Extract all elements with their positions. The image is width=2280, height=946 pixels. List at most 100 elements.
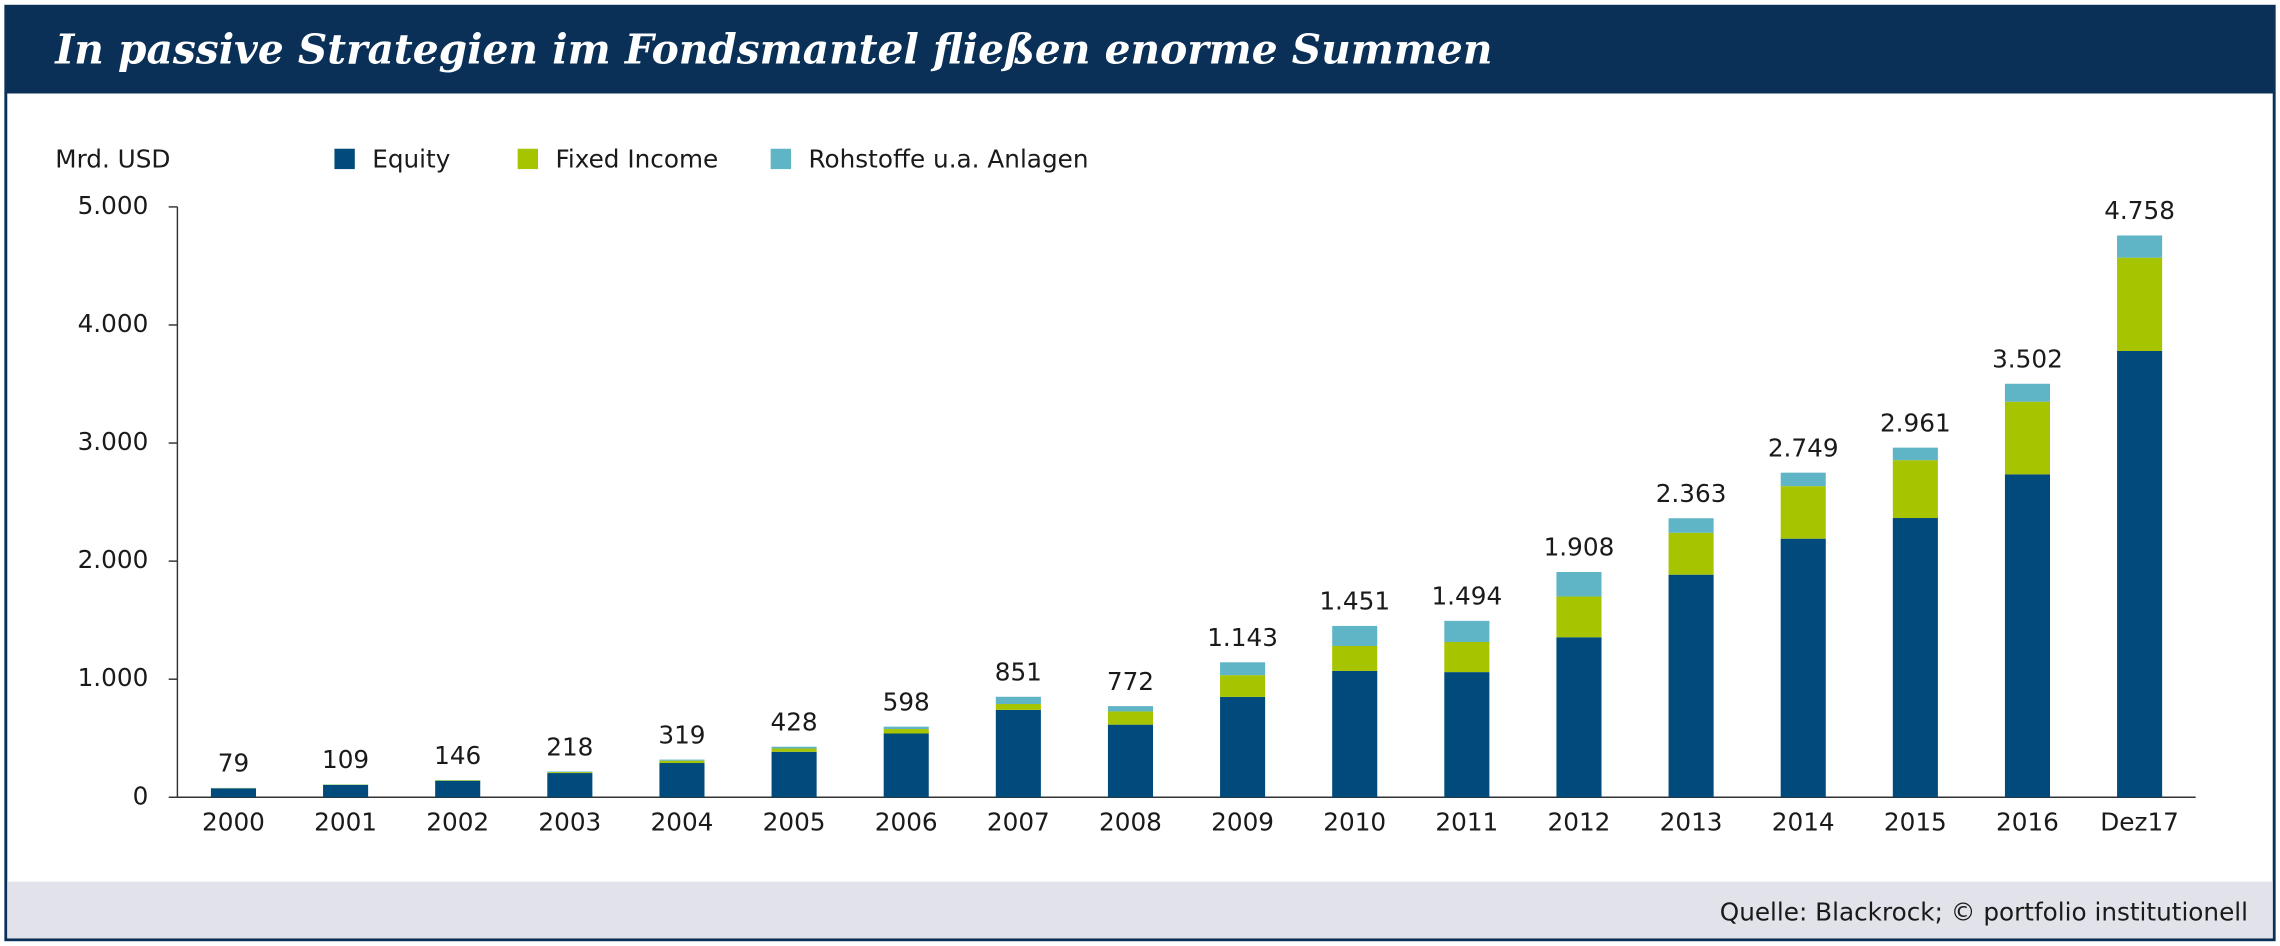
bar-segment	[1220, 662, 1266, 676]
bar-segment	[1107, 724, 1154, 798]
x-tick-label: 2003	[538, 807, 601, 836]
y-tick-label: 2.000	[78, 545, 149, 574]
bar-segment	[1892, 460, 1938, 519]
bar-segment	[1444, 672, 1490, 798]
bar-segment	[323, 784, 369, 798]
bar-segment	[883, 729, 929, 734]
bar-segment	[1332, 625, 1378, 647]
bar-segment	[659, 759, 705, 761]
bar-segment	[210, 788, 256, 798]
x-tick-label: 2006	[875, 807, 938, 836]
bar-segment	[771, 748, 817, 752]
bar-segment	[2117, 235, 2163, 258]
x-tick-label: 2013	[1660, 807, 1723, 836]
bar-segment	[1780, 472, 1826, 487]
y-tick-label: 5.000	[78, 191, 149, 220]
legend-label: Rohstoffe u.a. Anlagen	[808, 144, 1088, 173]
total-label: 1.494	[1431, 582, 1502, 611]
total-label: 598	[883, 687, 930, 716]
bar-segment	[1332, 646, 1378, 671]
x-tick-label: 2011	[1435, 807, 1498, 836]
bar-segment	[1556, 637, 1602, 798]
total-label: 109	[322, 745, 369, 774]
legend-label: Fixed Income	[555, 144, 718, 173]
header-band	[5, 6, 2275, 94]
y-tick-label: 3.000	[78, 427, 149, 456]
bar-segment	[547, 772, 593, 774]
chart-title: In passive Strategien im Fondsmantel fli…	[54, 25, 1492, 73]
x-tick-label: 2007	[987, 807, 1050, 836]
bar-segment	[1668, 574, 1714, 798]
bar-segment	[435, 780, 481, 798]
bar-segment	[883, 726, 929, 730]
total-label: 146	[434, 741, 481, 770]
legend-label: Equity	[372, 144, 450, 173]
bar-segment	[883, 733, 929, 798]
total-label: 851	[995, 658, 1042, 687]
x-tick-label: 2014	[1772, 807, 1835, 836]
y-tick-label: 0	[133, 781, 149, 810]
bar-segment	[659, 763, 705, 798]
bar-segment	[995, 703, 1041, 710]
bar-segment	[1220, 675, 1266, 697]
x-tick-label: 2016	[1996, 807, 2059, 836]
bar-segment	[659, 760, 705, 764]
x-tick-label: 2004	[651, 807, 714, 836]
total-label: 772	[1107, 667, 1154, 696]
bar-segment	[435, 780, 481, 781]
source: Quelle: Blackrock; © portfolio instituti…	[1720, 898, 2248, 927]
x-tick-label: 2010	[1323, 807, 1386, 836]
bar-segment	[1780, 538, 1826, 798]
total-label: 2.749	[1768, 433, 1839, 462]
total-label: 4.758	[2104, 196, 2175, 225]
legend-swatch	[334, 148, 355, 170]
legend-swatch	[770, 148, 792, 170]
bar-segment	[1332, 670, 1378, 798]
bar-segment	[1107, 706, 1154, 712]
bar-segment	[547, 773, 593, 798]
bar-segment	[547, 771, 593, 773]
total-label: 2.363	[1656, 479, 1727, 508]
bar-segment	[1780, 486, 1826, 539]
total-label: 1.451	[1319, 587, 1390, 616]
x-tick-label: 2000	[202, 807, 265, 836]
bar-segment	[1892, 518, 1938, 798]
total-label: 2.961	[1880, 408, 1951, 437]
bar-segment	[1444, 620, 1490, 642]
bar-segment	[995, 696, 1041, 704]
x-tick-label: 2012	[1548, 807, 1611, 836]
bar-segment	[1444, 641, 1490, 673]
bar-segment	[1668, 518, 1714, 533]
bar-segment	[1892, 447, 1938, 461]
y-tick-label: 4.000	[78, 309, 149, 338]
bar-segment	[2004, 401, 2051, 475]
total-label: 79	[218, 749, 249, 778]
bar-segment	[1668, 532, 1714, 575]
bar-segment	[1556, 571, 1602, 597]
y-axis-label: Mrd. USD	[55, 144, 170, 173]
total-label: 3.502	[1992, 345, 2063, 374]
bar-segment	[1556, 596, 1602, 638]
x-tick-label: 2001	[314, 807, 377, 836]
x-tick-label: Dez17	[2100, 807, 2179, 836]
total-label: 428	[771, 707, 818, 736]
total-label: 319	[658, 720, 705, 749]
bar-segment	[1220, 696, 1266, 798]
x-tick-label: 2005	[763, 807, 826, 836]
x-tick-label: 2009	[1211, 807, 1274, 836]
total-label: 218	[546, 732, 593, 761]
total-label: 1.908	[1544, 533, 1615, 562]
bar-segment	[771, 751, 817, 798]
x-tick-label: 2002	[426, 807, 489, 836]
bar-segment	[995, 709, 1041, 798]
legend-swatch	[517, 148, 539, 170]
footer-band	[7, 881, 2273, 939]
bar-segment	[2004, 383, 2051, 402]
bar-segment	[2117, 350, 2163, 798]
bar-segment	[2004, 474, 2051, 798]
bar-segment	[771, 746, 817, 749]
x-tick-label: 2015	[1884, 807, 1947, 836]
bar-segment	[1107, 711, 1154, 725]
total-label: 1.143	[1207, 623, 1278, 652]
